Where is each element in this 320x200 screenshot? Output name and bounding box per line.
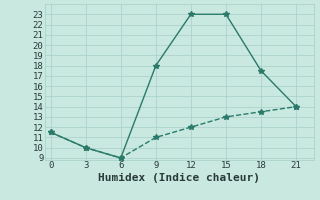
X-axis label: Humidex (Indice chaleur): Humidex (Indice chaleur) (98, 173, 260, 183)
